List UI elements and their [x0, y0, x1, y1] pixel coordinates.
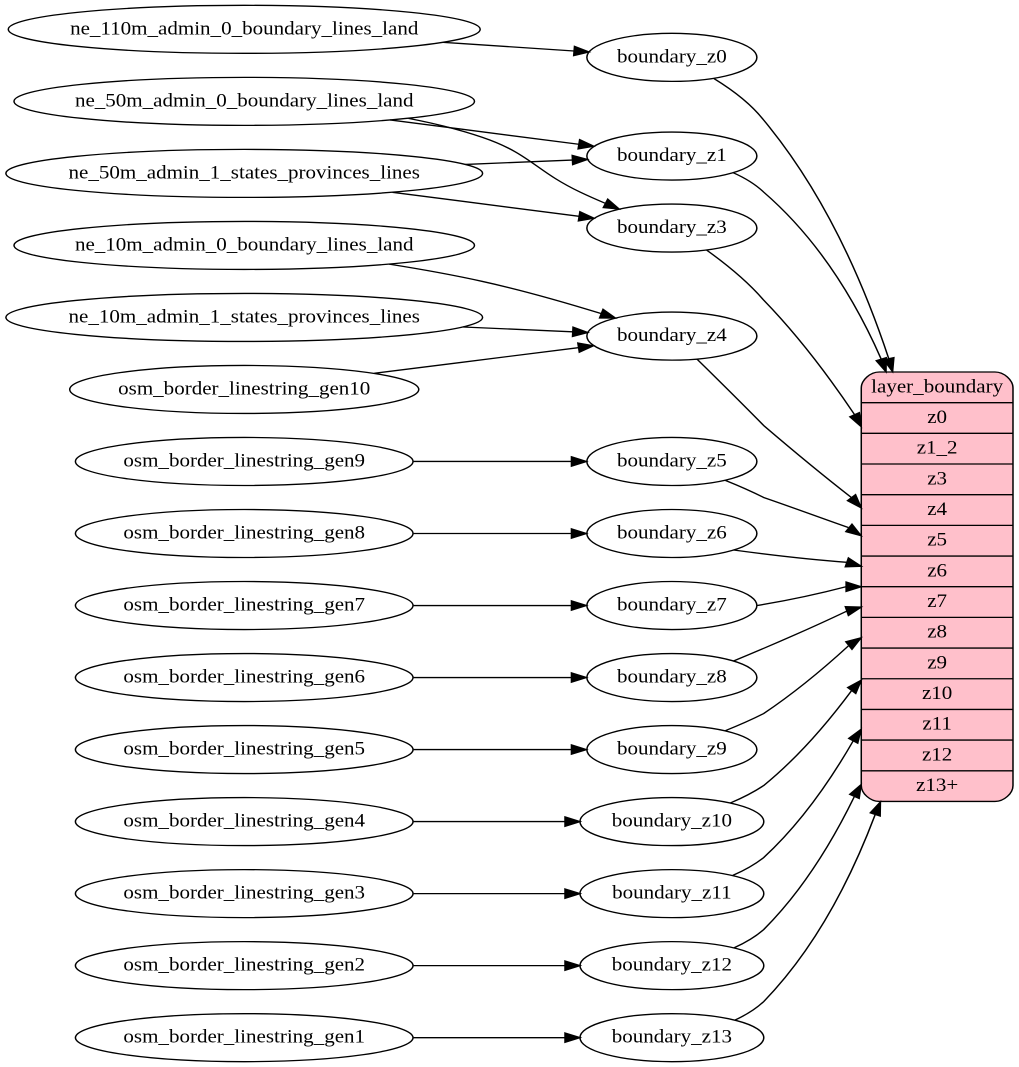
svg-text:osm_border_linestring_gen3: osm_border_linestring_gen3: [123, 883, 365, 904]
svg-text:z10: z10: [922, 683, 952, 704]
svg-text:boundary_z12: boundary_z12: [612, 955, 732, 976]
svg-text:boundary_z4: boundary_z4: [617, 325, 727, 346]
svg-text:boundary_z5: boundary_z5: [617, 450, 727, 471]
svg-text:z6: z6: [927, 560, 947, 581]
svg-text:boundary_z11: boundary_z11: [612, 883, 731, 904]
svg-text:ne_110m_admin_0_boundary_lines: ne_110m_admin_0_boundary_lines_land: [70, 18, 418, 39]
svg-text:osm_border_linestring_gen5: osm_border_linestring_gen5: [123, 739, 365, 760]
svg-text:z7: z7: [927, 591, 947, 612]
svg-text:layer_boundary: layer_boundary: [871, 376, 1003, 397]
svg-text:boundary_z0: boundary_z0: [617, 46, 727, 67]
svg-text:boundary_z7: boundary_z7: [617, 594, 727, 615]
svg-text:z12: z12: [922, 744, 952, 765]
svg-text:z9: z9: [927, 652, 947, 673]
svg-text:boundary_z9: boundary_z9: [617, 739, 727, 760]
svg-text:z8: z8: [927, 622, 947, 643]
svg-text:osm_border_linestring_gen4: osm_border_linestring_gen4: [123, 811, 365, 832]
svg-text:boundary_z8: boundary_z8: [617, 667, 727, 688]
svg-text:ne_50m_admin_0_boundary_lines_: ne_50m_admin_0_boundary_lines_land: [75, 90, 414, 111]
svg-text:ne_10m_admin_1_states_province: ne_10m_admin_1_states_provinces_lines: [69, 306, 421, 327]
svg-text:ne_10m_admin_0_boundary_lines_: ne_10m_admin_0_boundary_lines_land: [75, 234, 414, 255]
svg-text:boundary_z13: boundary_z13: [612, 1027, 732, 1048]
svg-text:boundary_z3: boundary_z3: [617, 217, 727, 238]
svg-text:z1_2: z1_2: [917, 438, 958, 459]
svg-text:boundary_z1: boundary_z1: [617, 145, 727, 166]
svg-text:osm_border_linestring_gen6: osm_border_linestring_gen6: [123, 667, 365, 688]
svg-text:osm_border_linestring_gen10: osm_border_linestring_gen10: [118, 378, 370, 399]
svg-text:z0: z0: [927, 407, 947, 428]
svg-text:z13+: z13+: [916, 775, 958, 796]
svg-text:z4: z4: [927, 499, 947, 520]
svg-text:osm_border_linestring_gen1: osm_border_linestring_gen1: [123, 1027, 365, 1048]
svg-text:z11: z11: [922, 714, 952, 735]
svg-text:ne_50m_admin_1_states_province: ne_50m_admin_1_states_provinces_lines: [69, 162, 421, 183]
svg-text:z3: z3: [927, 468, 947, 489]
svg-text:osm_border_linestring_gen8: osm_border_linestring_gen8: [123, 522, 365, 543]
svg-text:osm_border_linestring_gen9: osm_border_linestring_gen9: [123, 450, 365, 471]
svg-text:boundary_z6: boundary_z6: [617, 522, 727, 543]
svg-text:osm_border_linestring_gen2: osm_border_linestring_gen2: [123, 955, 365, 976]
svg-text:boundary_z10: boundary_z10: [612, 811, 732, 832]
svg-text:osm_border_linestring_gen7: osm_border_linestring_gen7: [123, 594, 365, 615]
svg-text:z5: z5: [927, 530, 947, 551]
